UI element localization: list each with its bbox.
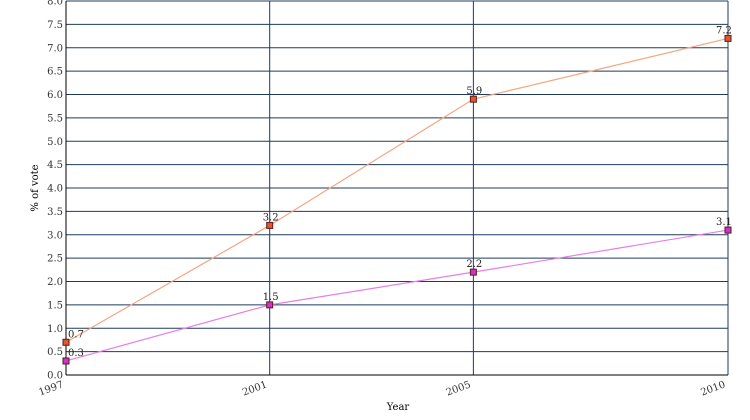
series-line	[65, 37, 729, 343]
x-axis-tick-labels: 1997 2001 2005 2010	[37, 379, 727, 398]
data-point-marker	[724, 34, 732, 42]
y-axis-tick-labels: 0.0 0.5 1.0 1.5 2.0 2.5 3.0 3.5 4.0 4.5 5.0 5.5 6.0 6…	[47, 0, 63, 382]
y-tick-label: 0.0	[47, 371, 63, 382]
series-lines	[65, 37, 729, 362]
y-tick-label: 1.0	[47, 324, 63, 335]
y-tick-label: 0.5	[47, 347, 63, 358]
y-tick-label: 5.5	[47, 113, 63, 124]
data-point-marker	[266, 301, 274, 309]
y-tick-label: 6.0	[47, 90, 63, 101]
y-axis-title: % of vote	[30, 164, 41, 211]
data-label: 0.3	[68, 348, 84, 359]
data-point-marker	[469, 95, 477, 103]
series-data-labels: 0.7 3.2 5.9 7.2 0.3 1.5 2.2 3.1	[68, 25, 732, 359]
y-tick-label: 5.0	[47, 137, 63, 148]
y-tick-label: 4.0	[47, 184, 63, 195]
x-tick-label: 1997	[37, 379, 65, 398]
y-tick-label: 2.5	[47, 254, 63, 265]
data-label: 7.2	[716, 25, 732, 36]
data-point-marker	[469, 268, 477, 276]
y-tick-label: 3.0	[47, 230, 63, 241]
y-tick-label: 8.0	[47, 0, 63, 8]
x-tick-label: 2001	[241, 379, 269, 398]
y-tick-label: 3.5	[47, 207, 63, 218]
y-tick-label: 7.5	[47, 20, 63, 31]
data-label: 3.2	[263, 212, 279, 223]
series-line	[65, 229, 729, 362]
data-point-marker	[724, 226, 732, 234]
data-point-marker	[62, 357, 70, 365]
x-tick-label: 2010	[699, 379, 727, 398]
horizontal-gridlines	[66, 0, 728, 376]
data-point-marker	[62, 338, 70, 346]
y-tick-label: 7.0	[47, 43, 63, 54]
axes	[65, 1, 728, 376]
y-tick-label: 1.5	[47, 300, 63, 311]
data-label: 3.1	[716, 217, 732, 228]
data-label: 0.7	[68, 329, 84, 340]
y-tick-label: 2.0	[47, 277, 63, 288]
x-axis-title: Year	[386, 402, 410, 413]
data-label: 1.5	[263, 292, 279, 303]
y-tick-label: 4.5	[47, 160, 63, 171]
x-tick-label: 2005	[445, 379, 473, 398]
series-markers	[62, 34, 732, 365]
data-label: 5.9	[466, 86, 482, 97]
data-point-marker	[266, 221, 274, 229]
y-tick-label: 6.5	[47, 67, 63, 78]
data-label: 2.2	[466, 259, 482, 270]
